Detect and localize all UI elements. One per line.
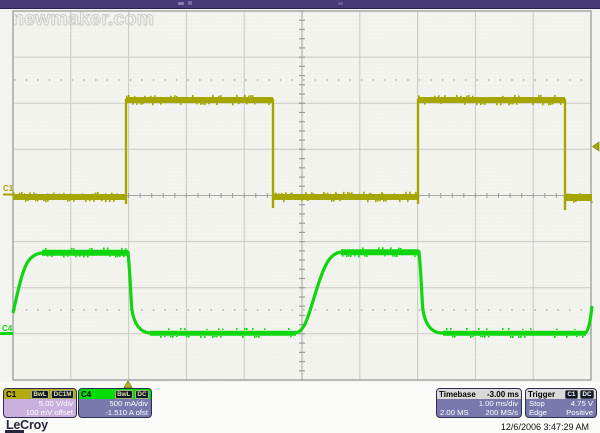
svg-text:C1: C1 [3,184,14,193]
svg-text:C4: C4 [2,324,13,333]
